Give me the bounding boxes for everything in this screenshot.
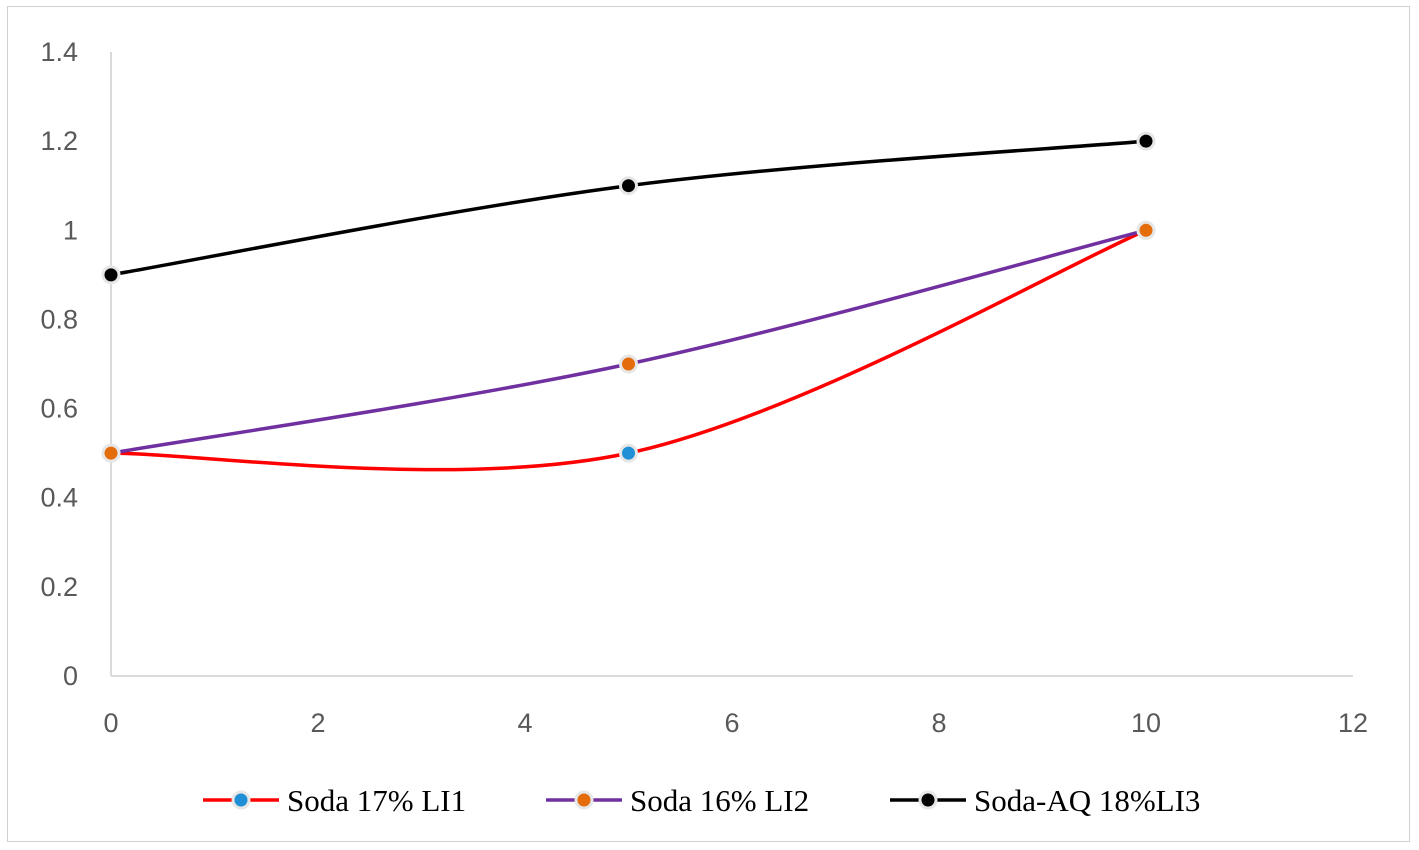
series-line-3 <box>109 139 1148 277</box>
data-point-series-3 <box>1136 131 1156 151</box>
series-line-1 <box>109 228 1148 472</box>
data-point-series-2 <box>101 443 121 463</box>
legend-item-1: Soda 17% LI1 <box>203 783 466 818</box>
y-tick-label: 1 <box>63 215 78 245</box>
legend-label: Soda 16% LI2 <box>630 783 809 818</box>
data-point-series-2 <box>1136 220 1156 240</box>
y-tick-label: 1.4 <box>40 37 78 67</box>
x-tick-label: 6 <box>724 708 739 738</box>
x-tick-label: 10 <box>1131 708 1161 738</box>
x-tick-label: 4 <box>517 708 532 738</box>
x-tick-label: 0 <box>103 708 118 738</box>
series-line-2 <box>109 228 1148 455</box>
y-tick-label: 0.8 <box>40 304 78 334</box>
legend-item-3: Soda-AQ 18%LI3 <box>890 783 1200 818</box>
y-tick-label: 0.4 <box>40 483 78 513</box>
legend-marker-swatch <box>231 790 251 810</box>
chart-axes <box>110 52 1353 677</box>
data-point-series-3 <box>619 176 638 196</box>
y-tick-label: 0.2 <box>40 572 78 602</box>
data-point-series-3 <box>101 265 121 285</box>
legend: Soda 17% LI1 Soda 16% LI2 Soda-AQ 18%LI3 <box>203 783 1200 818</box>
chart-frame <box>7 6 1410 842</box>
y-tick-label: 0 <box>63 661 78 691</box>
y-axis-tick-labels: 0 0.2 0.4 0.6 0.8 1 1.2 1.4 <box>40 37 78 691</box>
y-tick-label: 0.6 <box>40 394 78 424</box>
legend-label: Soda-AQ 18%LI3 <box>974 783 1200 818</box>
legend-marker-swatch <box>918 790 938 810</box>
series-markers <box>101 131 1156 463</box>
data-point-series-2 <box>619 354 638 374</box>
data-point-series-1 <box>619 443 638 463</box>
x-tick-label: 2 <box>310 708 325 738</box>
legend-item-2: Soda 16% LI2 <box>546 783 809 818</box>
x-axis-tick-labels: 0 2 4 6 8 10 12 <box>103 708 1368 738</box>
legend-marker-swatch <box>574 790 594 810</box>
y-tick-label: 1.2 <box>40 126 78 156</box>
legend-label: Soda 17% LI1 <box>287 783 466 818</box>
x-tick-label: 12 <box>1338 708 1368 738</box>
x-tick-label: 8 <box>931 708 946 738</box>
